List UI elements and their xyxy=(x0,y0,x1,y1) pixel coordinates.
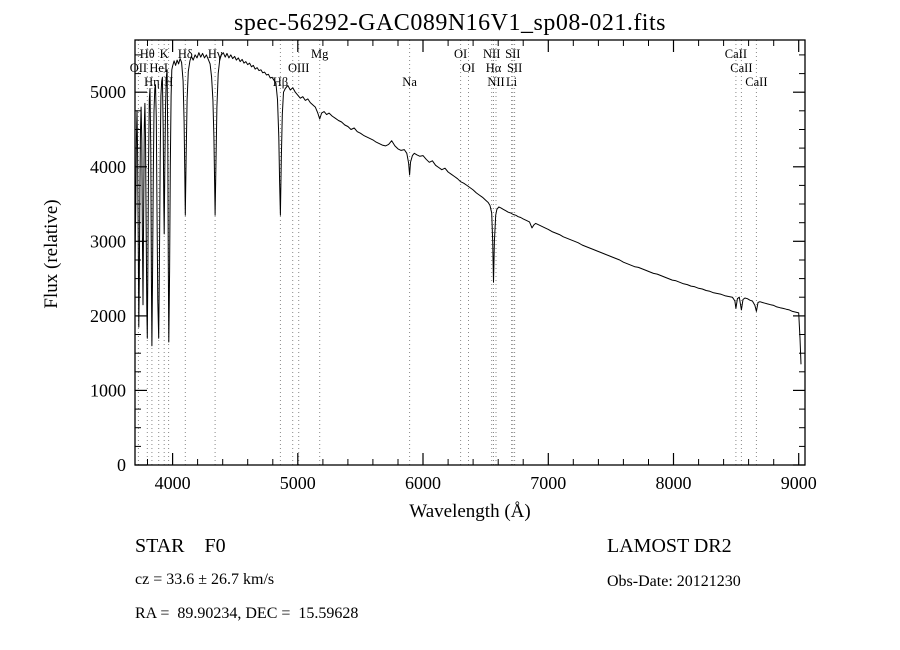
spectral-line-label: OII xyxy=(130,61,147,75)
spectral-line-label: SII xyxy=(507,61,522,75)
spectral-line-label: Hα xyxy=(486,61,502,75)
x-tick-label: 8000 xyxy=(656,473,692,493)
spectral-line-label: CaII xyxy=(745,75,767,89)
x-tick-label: 9000 xyxy=(781,473,817,493)
y-tick-label: 2000 xyxy=(90,306,126,326)
spectral-line-label: Hη xyxy=(144,75,160,89)
spectral-line-label: K xyxy=(160,47,169,61)
spectral-line-label: Hγ xyxy=(208,47,223,61)
obs-date-label: Obs-Date: 20121230 xyxy=(607,573,741,590)
x-tick-label: 6000 xyxy=(405,473,441,493)
spectral-line-label: CaII xyxy=(730,61,752,75)
object-class-label: STAR F0 xyxy=(135,535,226,557)
radial-velocity-label: cz = 33.6 ± 26.7 km/s xyxy=(135,571,275,588)
spectral-line-label: Na xyxy=(402,75,417,89)
plot-title: spec-56292-GAC089N16V1_sp08-021.fits xyxy=(234,10,666,36)
y-axis-label: Flux (relative) xyxy=(41,199,62,309)
spectral-line-label: OIII xyxy=(288,61,310,75)
x-axis-label: Wavelength (Å) xyxy=(409,501,531,522)
spectral-line-label: Hθ xyxy=(140,47,155,61)
coordinates-label: RA = 89.90234, DEC = 15.59628 xyxy=(135,605,359,622)
y-tick-label: 1000 xyxy=(90,380,126,400)
x-tick-label: 4000 xyxy=(155,473,191,493)
plot-frame xyxy=(134,39,806,466)
spectral-line-label: H xyxy=(164,75,173,89)
spectral-line-label: Hδ xyxy=(178,47,193,61)
survey-label: LAMOST DR2 xyxy=(607,535,732,557)
spectral-line-label: Li xyxy=(506,75,518,89)
x-tick-label: 5000 xyxy=(280,473,316,493)
y-tick-label: 5000 xyxy=(90,82,126,102)
spectrum-curve xyxy=(134,52,802,365)
y-tick-label: 3000 xyxy=(90,231,126,251)
x-tick-label: 7000 xyxy=(530,473,566,493)
spectral-line-label: NII xyxy=(483,47,500,61)
spectral-line-label: OI xyxy=(454,47,467,61)
spectral-line-label: OI xyxy=(462,61,475,75)
y-tick-label: 0 xyxy=(117,455,126,475)
spectral-line-label: CaII xyxy=(725,47,747,61)
spectral-line-label: Mg xyxy=(311,47,329,61)
y-tick-label: 4000 xyxy=(90,157,126,177)
spectral-line-label: SII xyxy=(505,47,520,61)
spectral-line-label: HeI xyxy=(149,61,168,75)
spectral-line-label: NII xyxy=(487,75,504,89)
